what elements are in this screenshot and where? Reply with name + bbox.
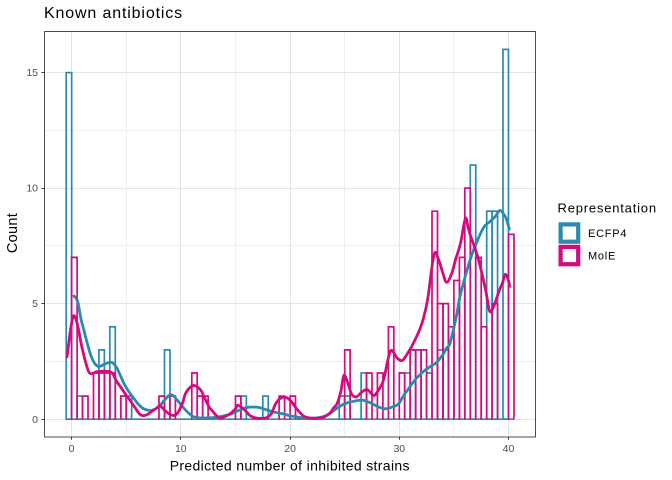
svg-text:Count: Count — [5, 213, 21, 253]
svg-text:5: 5 — [32, 298, 38, 310]
svg-text:40: 40 — [503, 443, 515, 455]
svg-text:MolE: MolE — [588, 251, 616, 263]
svg-text:Known antibiotics: Known antibiotics — [44, 5, 183, 22]
svg-text:10: 10 — [175, 443, 187, 455]
svg-text:0: 0 — [32, 414, 38, 426]
svg-text:30: 30 — [393, 443, 405, 455]
svg-text:Representation: Representation — [558, 201, 657, 216]
svg-text:10: 10 — [26, 183, 38, 195]
svg-text:20: 20 — [284, 443, 296, 455]
svg-text:ECFP4: ECFP4 — [588, 228, 627, 240]
svg-text:0: 0 — [69, 443, 75, 455]
svg-text:Predicted number of inhibited: Predicted number of inhibited strains — [170, 458, 410, 474]
svg-text:15: 15 — [26, 67, 38, 79]
